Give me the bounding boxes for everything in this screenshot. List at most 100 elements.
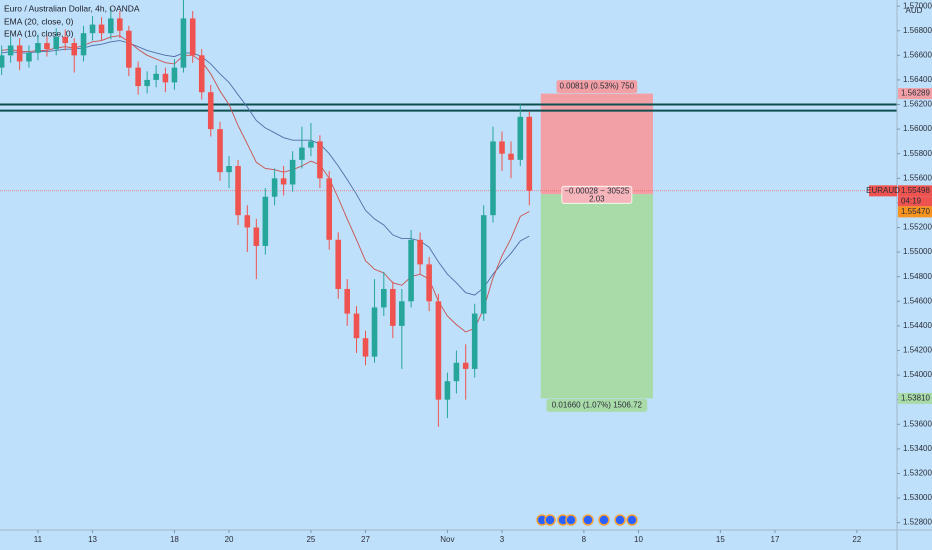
- candle-body: [153, 73, 159, 80]
- x-tick-label: 10: [634, 535, 643, 544]
- candle-body: [353, 313, 360, 339]
- y-tick-label: 1.56400: [903, 75, 932, 84]
- position-label: 0.01660 (1.07%) 1506.72: [552, 401, 643, 410]
- candle-body: [235, 166, 241, 216]
- y-tick-label: 1.56600: [903, 50, 932, 59]
- candle-body: [80, 33, 87, 56]
- candle-body: [98, 24, 105, 34]
- candle-body: [217, 129, 223, 173]
- candle-body: [508, 153, 514, 160]
- candle-body: [35, 43, 41, 53]
- y-tick-label: 1.52800: [903, 518, 932, 527]
- y-tick-label: 1.56800: [903, 26, 932, 35]
- candle-body: [71, 43, 78, 56]
- candle-body: [108, 18, 114, 34]
- candle-body: [271, 178, 278, 197]
- price-tag-label: 1.55470: [901, 207, 930, 216]
- candle-body: [126, 30, 132, 68]
- event-icon: [565, 514, 577, 526]
- event-icons: [536, 514, 638, 526]
- candle-body: [480, 215, 487, 314]
- candle-body: [317, 141, 323, 179]
- x-tick-label: 25: [306, 535, 315, 544]
- position-label-box: [546, 399, 648, 412]
- candle-body: [444, 381, 451, 400]
- position-ratio: 2.03: [589, 194, 605, 203]
- candle-body: [390, 288, 396, 326]
- candle-body: [399, 301, 405, 326]
- price-tag: [898, 392, 932, 404]
- candle-body: [462, 362, 469, 369]
- x-tick-label: 17: [771, 535, 780, 544]
- candle-body: [526, 116, 533, 191]
- stop-zone: [540, 93, 653, 195]
- candle-body: [53, 36, 60, 50]
- y-tick-label: 1.57000: [903, 1, 932, 10]
- event-icon: [614, 514, 626, 526]
- event-icon: [582, 514, 594, 526]
- countdown-tag: [898, 196, 932, 207]
- x-tick-label: 20: [225, 535, 234, 544]
- y-tick-label: 1.56000: [903, 124, 932, 133]
- y-tick-label: 1.53600: [903, 419, 932, 428]
- candle-body: [135, 67, 141, 87]
- legend-entry: EMA (20, close, 0): [4, 16, 74, 26]
- event-icon: [598, 514, 610, 526]
- event-icon: [626, 514, 638, 526]
- candle-body: [417, 239, 423, 265]
- y-tick-label: 1.54800: [903, 272, 932, 281]
- axis-currency: AUD: [906, 6, 923, 15]
- candle-body: [299, 147, 305, 160]
- event-icon: [544, 514, 556, 526]
- candle-body: [453, 362, 460, 382]
- candle-body: [326, 178, 333, 240]
- legend-entry: EMA (10, close, 0): [4, 28, 74, 38]
- y-tick-label: 1.55200: [903, 223, 932, 232]
- position-label-box: [556, 80, 638, 93]
- x-tick-label: 22: [852, 535, 861, 544]
- candle-body: [207, 92, 214, 130]
- x-tick-label: Nov: [440, 535, 454, 544]
- x-tick-label: 27: [361, 535, 370, 544]
- candle-body: [253, 227, 260, 246]
- candle-body: [362, 338, 369, 357]
- price-tag: [898, 206, 932, 218]
- candle-body: [16, 45, 23, 62]
- y-tick-label: 1.55800: [903, 149, 932, 158]
- candle-body: [244, 215, 251, 228]
- chart-title: Euro / Australian Dollar, 4h, OANDA: [4, 3, 140, 13]
- x-tick-label: 3: [500, 535, 505, 544]
- candle-body: [180, 18, 187, 68]
- y-tick-label: 1.54000: [903, 370, 932, 379]
- target-zone: [540, 194, 653, 399]
- position-center-box: [561, 185, 633, 204]
- candle-body: [198, 55, 205, 93]
- y-tick-label: 1.54400: [903, 321, 932, 330]
- candle-body: [371, 307, 378, 357]
- position-center-label: −0.00028 ~ 30525: [564, 186, 630, 195]
- candle-body: [89, 24, 96, 34]
- x-tick-label: 13: [88, 535, 97, 544]
- candle-body: [171, 67, 178, 83]
- candle-body: [44, 43, 50, 50]
- candle-body: [144, 79, 150, 87]
- price-tag-label: 1.53810: [901, 394, 930, 403]
- y-tick-label: 1.53000: [903, 493, 932, 502]
- candle-body: [0, 55, 5, 68]
- y-tick-label: 1.55000: [903, 247, 932, 256]
- symbol-label: EURAUD: [866, 186, 900, 195]
- y-tick-label: 1.55600: [903, 173, 932, 182]
- x-tick-label: 18: [170, 535, 179, 544]
- candle-body: [517, 116, 524, 160]
- price-tag: [898, 88, 932, 100]
- candle-body: [435, 301, 442, 400]
- candle-body: [189, 18, 196, 56]
- y-tick-label: 1.56200: [903, 100, 932, 109]
- price-tag: [898, 185, 932, 197]
- candle-body: [7, 45, 14, 56]
- y-tick-label: 1.54200: [903, 346, 932, 355]
- candle-body: [289, 159, 296, 185]
- x-tick-label: 8: [582, 535, 587, 544]
